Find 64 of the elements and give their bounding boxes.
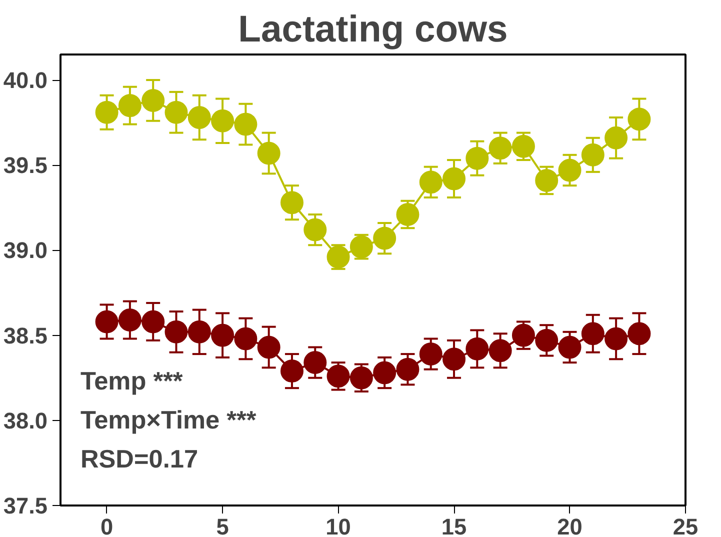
point xyxy=(512,324,535,347)
point xyxy=(95,100,118,124)
point xyxy=(211,109,234,132)
chart-title: Lactating cows xyxy=(238,8,508,50)
y-tick-label: 39.0 xyxy=(3,237,48,264)
point xyxy=(118,308,142,332)
y-tick-label: 39.5 xyxy=(3,152,48,178)
point xyxy=(257,336,280,359)
x-tick-label: 20 xyxy=(557,514,582,537)
point xyxy=(442,348,466,371)
annotation: RSD=0.17 xyxy=(80,446,198,474)
x-tick-label: 5 xyxy=(216,514,229,537)
y-tick-label: 37.5 xyxy=(3,492,48,518)
x-tick-label: 15 xyxy=(441,514,467,537)
point xyxy=(604,126,628,150)
point xyxy=(512,134,535,158)
y-tick-label: 38.0 xyxy=(3,407,48,434)
point xyxy=(257,142,280,165)
point xyxy=(419,342,442,366)
point xyxy=(604,327,628,350)
point xyxy=(326,364,350,388)
point xyxy=(304,351,327,374)
point xyxy=(280,191,304,214)
point xyxy=(304,218,327,242)
annotation: Temp×Time *** xyxy=(80,406,256,434)
point xyxy=(373,226,396,250)
point xyxy=(396,203,420,226)
point xyxy=(373,361,396,384)
point xyxy=(350,366,373,390)
point xyxy=(326,246,350,269)
point xyxy=(164,100,188,124)
point xyxy=(535,168,558,192)
point xyxy=(628,108,651,131)
point xyxy=(628,322,651,346)
point xyxy=(350,235,373,258)
point xyxy=(442,167,466,190)
point xyxy=(234,327,258,350)
y-tick-label: 40.0 xyxy=(3,67,48,94)
point xyxy=(95,310,118,334)
point xyxy=(164,320,188,344)
point xyxy=(142,310,165,334)
point xyxy=(188,320,211,344)
point xyxy=(234,112,258,136)
point xyxy=(118,94,142,118)
y-tick-label: 38.5 xyxy=(3,322,48,348)
point xyxy=(188,106,211,129)
point xyxy=(581,322,604,346)
point xyxy=(558,336,582,359)
point xyxy=(488,136,512,160)
point xyxy=(280,360,304,383)
point xyxy=(558,158,582,182)
point xyxy=(466,146,489,170)
point xyxy=(581,143,604,166)
annotation: Temp *** xyxy=(80,368,183,396)
x-tick-label: 0 xyxy=(100,514,114,537)
point xyxy=(142,88,165,112)
point xyxy=(419,170,442,194)
point xyxy=(396,358,420,381)
x-tick-label: 25 xyxy=(672,514,698,537)
point xyxy=(466,337,489,360)
point xyxy=(488,339,512,362)
point xyxy=(535,328,558,352)
point xyxy=(211,324,234,347)
x-tick-label: 10 xyxy=(326,514,351,537)
